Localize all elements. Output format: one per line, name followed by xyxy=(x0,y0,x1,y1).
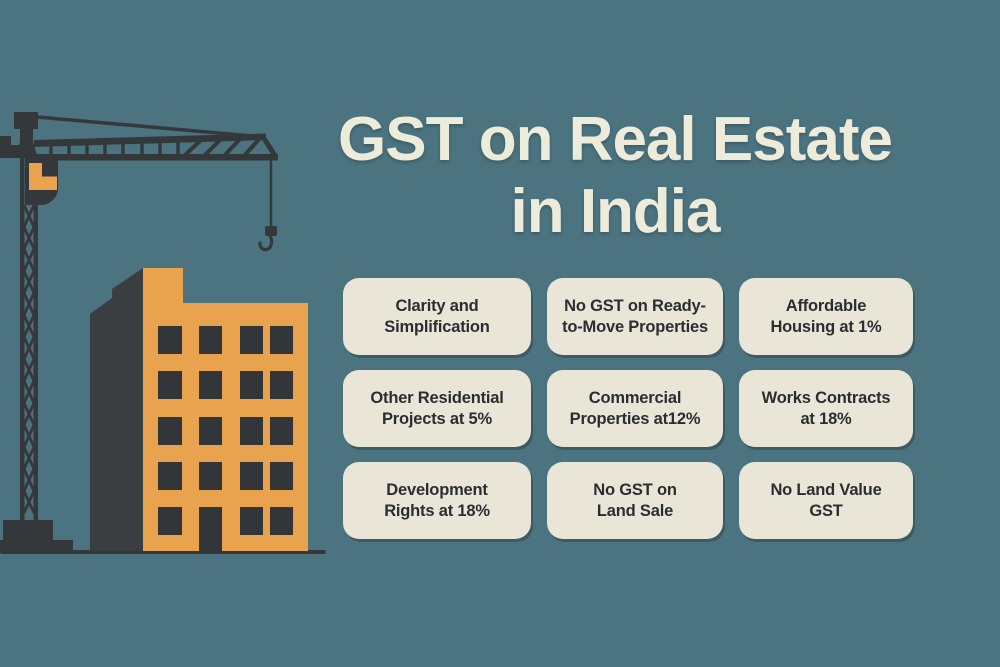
building-windows xyxy=(158,326,293,554)
construction-illustration xyxy=(0,112,326,554)
info-card-clarity: Clarity and Simplification xyxy=(343,278,531,355)
building-icon xyxy=(90,268,308,554)
info-card-other-residential: Other Residential Projects at 5% xyxy=(343,370,531,447)
info-card-ready-to-move: No GST on Ready- to-Move Properties xyxy=(547,278,723,355)
info-cards-grid: Clarity and Simplification No GST on Rea… xyxy=(343,278,913,539)
crane-hook xyxy=(258,234,274,252)
info-card-commercial: Commercial Properties at12% xyxy=(547,370,723,447)
info-card-works-contracts: Works Contracts at 18% xyxy=(739,370,913,447)
tower-crane-icon xyxy=(0,112,279,552)
building-door xyxy=(199,507,222,554)
page-title: GST on Real Estate in India xyxy=(338,105,893,246)
crane-cab-window xyxy=(29,163,57,190)
info-card-development-rights: Development Rights at 18% xyxy=(343,462,531,539)
info-card-land-value: No Land Value GST xyxy=(739,462,913,539)
info-card-affordable-housing: Affordable Housing at 1% xyxy=(739,278,913,355)
info-card-land-sale: No GST on Land Sale xyxy=(547,462,723,539)
mast-lattice xyxy=(22,204,36,514)
